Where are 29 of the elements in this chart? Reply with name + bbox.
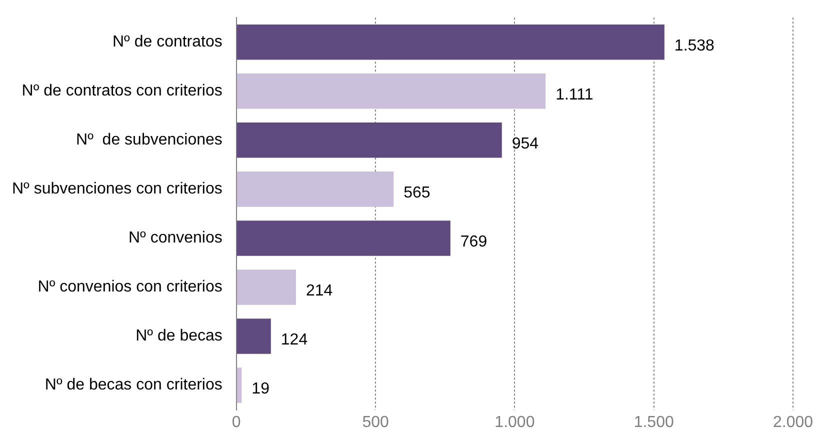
y-tick-label: Nº de contratos con criterios <box>22 82 222 100</box>
x-tick-label: 1.500 <box>634 414 674 431</box>
data-label: 214 <box>306 282 333 300</box>
bar <box>236 122 502 158</box>
bar <box>236 73 546 109</box>
data-label: 954 <box>512 136 539 153</box>
data-label: 1.111 <box>556 86 594 104</box>
data-label: 1.538 <box>674 38 715 55</box>
data-label: 19 <box>252 380 270 398</box>
bar <box>236 172 394 207</box>
bar <box>236 270 296 305</box>
y-tick-label: Nº de subvenciones <box>76 132 222 149</box>
data-label: 769 <box>460 234 488 251</box>
data-label: 124 <box>280 332 308 349</box>
data-label: 565 <box>404 184 430 202</box>
bar <box>236 24 664 60</box>
y-tick-label: Nº de becas con criterios <box>44 376 222 394</box>
y-tick-label: Nº subvenciones con criterios <box>12 180 222 198</box>
bar <box>236 318 271 354</box>
x-tick-label: 0 <box>232 414 241 431</box>
y-tick-label: Nº de becas <box>136 328 222 345</box>
x-tick-label: 1.000 <box>494 414 535 431</box>
y-tick-label: Nº convenios con criterios <box>38 278 222 296</box>
y-tick-label: Nº convenios <box>128 230 222 247</box>
y-tick-label: Nº de contratos <box>112 34 222 51</box>
x-tick-label: 500 <box>362 414 389 431</box>
bar <box>236 220 450 256</box>
bar <box>236 368 242 403</box>
x-tick-label: 2.000 <box>772 414 814 431</box>
